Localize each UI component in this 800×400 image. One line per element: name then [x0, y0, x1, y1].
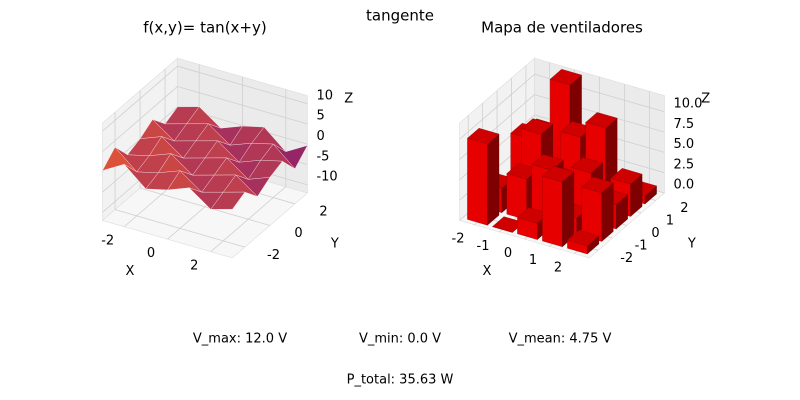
annotation: V_min: 0.0 V — [359, 332, 441, 347]
x-tick-label: 1 — [529, 253, 537, 268]
annotation: V_max: 12.0 V — [193, 332, 287, 347]
chart-title: f(x,y)= tan(x+y) — [143, 19, 266, 37]
bar-side — [467, 138, 488, 226]
x-axis-label: X — [483, 264, 492, 279]
bar-top — [585, 112, 618, 129]
bar-top — [570, 157, 604, 174]
z-tick-label: 10 — [316, 88, 333, 103]
y-tick-label: 0 — [651, 226, 659, 241]
surface-cell — [210, 191, 246, 210]
x-tick-label: 0 — [504, 246, 512, 261]
z-tick-label: -5 — [316, 149, 329, 164]
figure-title: tangente — [366, 7, 434, 25]
x-tick-label: 2 — [190, 258, 198, 273]
bar-top — [549, 69, 582, 86]
y-tick-label: -1 — [635, 239, 648, 254]
x-tick-label: 0 — [147, 246, 155, 261]
bar-top — [531, 154, 564, 171]
grid-line — [177, 65, 308, 105]
y-tick-label: -2 — [267, 248, 280, 263]
z-axis-label: Z — [701, 91, 710, 106]
z-tick-label: 0 — [316, 129, 324, 144]
y-tick-label: 2 — [680, 201, 688, 216]
bar-side — [487, 133, 500, 226]
x-tick-label: -1 — [477, 239, 490, 254]
y-axis-label: Y — [330, 237, 339, 252]
z-tick-label: -10 — [316, 170, 337, 185]
bar-top — [567, 229, 600, 247]
annotation: P_total: 35.63 W — [347, 373, 454, 388]
grid-line — [102, 65, 178, 132]
bar-top — [542, 165, 575, 182]
z-tick-label: 10.0 — [673, 97, 702, 112]
z-tick-label: 5 — [316, 109, 324, 124]
grid-line — [177, 86, 308, 125]
grid-line — [102, 86, 178, 152]
y-tick-label: 0 — [294, 226, 302, 241]
x-tick-label: 2 — [554, 260, 562, 275]
grid-line — [139, 187, 271, 226]
bar-side — [601, 182, 614, 242]
x-tick-label: -2 — [101, 233, 114, 248]
bar-top — [467, 128, 500, 145]
y-tick-label: 1 — [666, 214, 674, 229]
x-axis-label: X — [126, 264, 135, 279]
bar-side — [542, 175, 563, 247]
grid-line — [459, 73, 535, 140]
y-tick-label: -2 — [620, 251, 633, 266]
z-tick-label: 2.5 — [673, 157, 694, 172]
x-tick-label: -2 — [452, 232, 465, 247]
grid-line — [114, 209, 246, 248]
z-axis-label: Z — [344, 91, 353, 106]
z-tick-label: 5.0 — [673, 137, 694, 152]
bar-top — [520, 118, 554, 135]
z-tick-label: 7.5 — [673, 117, 694, 132]
bar-top — [610, 168, 643, 185]
bar-side — [562, 171, 575, 248]
chart-title: Mapa de ventiladores — [481, 19, 643, 37]
y-axis-label: Y — [687, 237, 696, 252]
bar-top — [581, 176, 614, 193]
y-tick-label: 2 — [319, 205, 327, 220]
annotation: V_mean: 4.75 V — [509, 332, 612, 347]
z-tick-label: 0.0 — [673, 178, 694, 193]
